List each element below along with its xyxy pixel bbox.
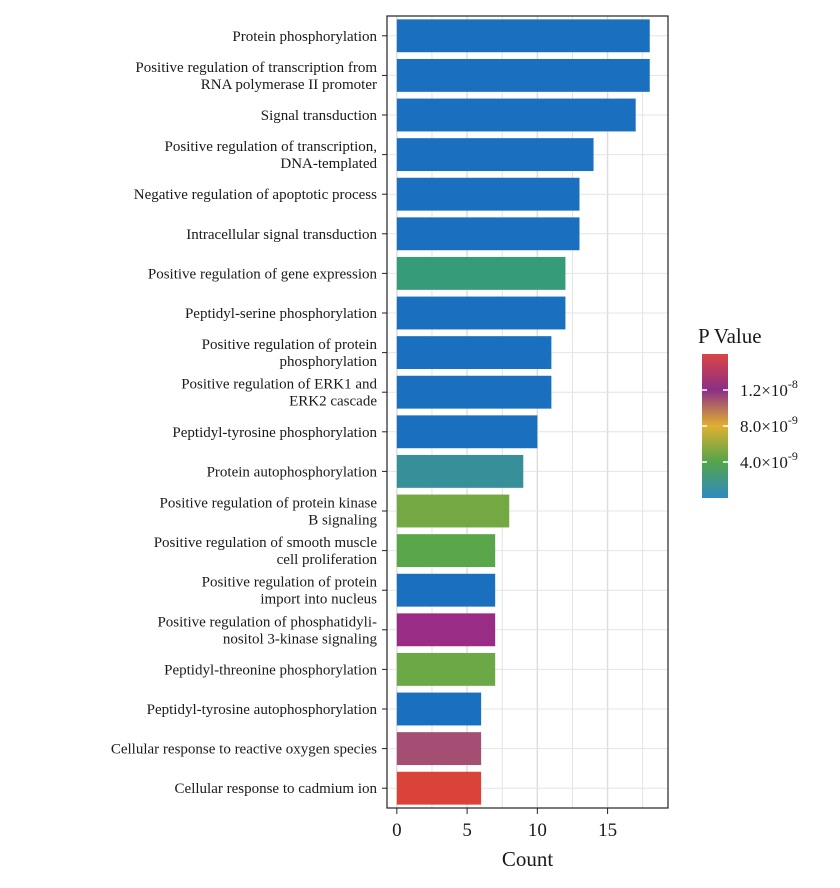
category-label: Negative regulation of apoptotic process [134, 187, 377, 203]
bar [396, 336, 552, 370]
category-label: Intracellular signal transduction [186, 227, 377, 243]
bar [396, 652, 496, 686]
legend-title: P Value [698, 324, 762, 348]
bars [396, 19, 650, 805]
category-label: Peptidyl-tyrosine autophosphorylation [147, 702, 378, 718]
bar [396, 454, 524, 488]
category-label: phosphorylation [280, 354, 378, 370]
category-label: B signaling [308, 513, 377, 529]
category-label: cell proliferation [277, 552, 378, 568]
legend-tick-label: 4.0×10-9 [740, 449, 798, 472]
category-label: Positive regulation of transcription, [165, 139, 377, 155]
category-label: Cellular response to reactive oxygen spe… [111, 742, 377, 758]
bar [396, 58, 650, 92]
category-label: import into nucleus [260, 592, 377, 608]
category-label: ERK2 cascade [289, 394, 377, 410]
category-label: Cellular response to cadmium ion [175, 781, 378, 797]
x-axis: 0 5 10 15 [392, 808, 617, 841]
category-label: Positive regulation of protein [202, 337, 378, 353]
bar [396, 494, 510, 528]
category-label: nositol 3-kinase signaling [223, 631, 378, 647]
category-label: Peptidyl-threonine phosphorylation [164, 662, 377, 678]
bar [396, 98, 636, 132]
bar [396, 256, 566, 290]
bar [396, 138, 594, 172]
bar [396, 613, 496, 647]
category-label: Signal transduction [261, 108, 378, 124]
x-tick-label: 0 [392, 820, 402, 841]
category-label: Peptidyl-serine phosphorylation [185, 306, 378, 322]
category-label: DNA-templated [280, 156, 377, 172]
bar [396, 296, 566, 330]
x-tick-label: 15 [598, 820, 617, 841]
x-axis-title: Count [502, 847, 554, 871]
category-label: Protein phosphorylation [232, 29, 377, 45]
legend-tick-label: 8.0×10-9 [740, 413, 798, 436]
category-label: Peptidyl-tyrosine phosphorylation [172, 425, 377, 441]
grid-lines [387, 16, 668, 808]
category-label: Protein autophosphorylation [207, 464, 378, 480]
bar [396, 217, 580, 251]
bar [396, 573, 496, 607]
category-label: RNA polymerase II promoter [201, 77, 377, 93]
bar [396, 692, 482, 726]
bar [396, 732, 482, 766]
bar [396, 19, 650, 53]
bar [396, 415, 538, 449]
bar [396, 771, 482, 805]
bar [396, 375, 552, 409]
category-label: Positive regulation of gene expression [148, 266, 378, 282]
category-labels: Protein phosphorylation Positive regulati… [111, 29, 387, 797]
category-label: Positive regulation of smooth muscle [154, 535, 378, 551]
category-label: Positive regulation of ERK1 and [181, 377, 377, 393]
x-tick-label: 5 [462, 820, 472, 841]
x-tick-label: 10 [528, 820, 547, 841]
bar [396, 177, 580, 211]
category-label: Positive regulation of phosphatidyli- [157, 614, 377, 630]
plot-panel [386, 15, 669, 809]
bar [396, 534, 496, 568]
legend: P Value 1.2×10-8 8.0×10-9 4.0×10-9 [698, 324, 798, 498]
legend-tick-label: 1.2×10-8 [740, 377, 798, 400]
category-label: Positive regulation of protein [202, 575, 378, 591]
category-label: Positive regulation of transcription fro… [135, 60, 377, 76]
category-label: Positive regulation of protein kinase [160, 496, 378, 512]
